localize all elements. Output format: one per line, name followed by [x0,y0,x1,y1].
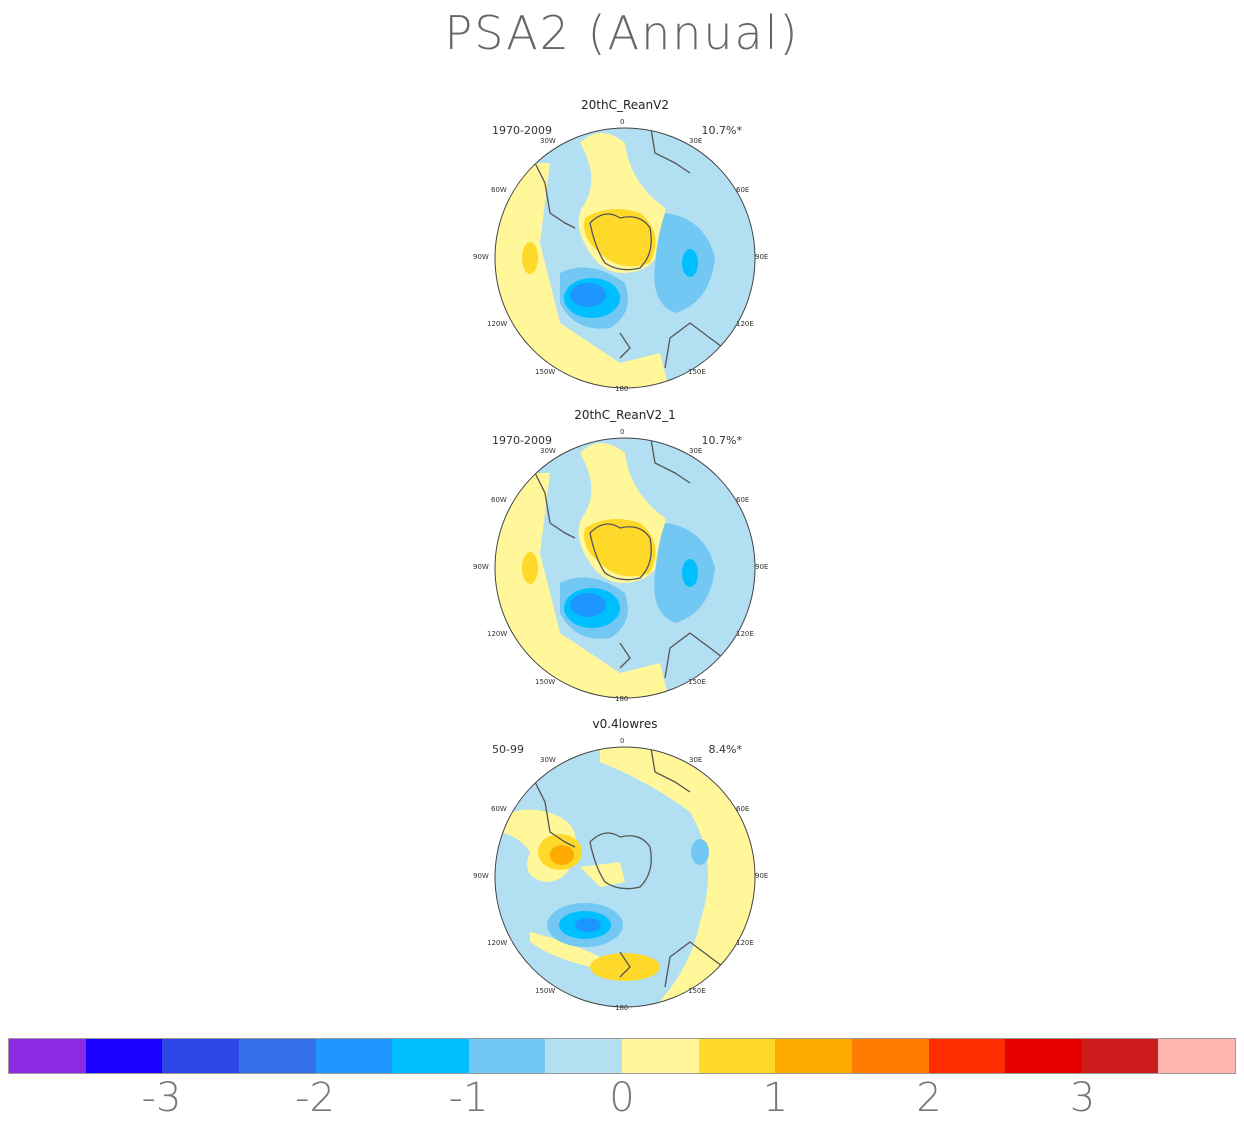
negative-core [570,593,606,617]
lon-label: 120E [736,320,754,328]
panel-title: v0.4lowres [592,717,658,731]
lon-label: 150E [688,987,706,995]
map-boundary [494,746,756,1008]
positive-anomaly-region [580,862,625,887]
colorbar-swatch [1158,1039,1235,1073]
polar-map [494,746,756,1008]
lon-label: 90E [755,253,769,261]
negative-core [691,839,709,865]
colorbar-swatch [392,1039,469,1073]
colorbar-swatch [9,1039,86,1073]
positive-core [522,552,538,584]
colorbar-swatch [1081,1039,1159,1073]
lon-label: 0 [620,428,625,436]
colorbar-tick-label: 0 [609,1075,635,1121]
lon-label: 60W [491,186,507,194]
lon-label: 180 [615,385,629,393]
colorbar-tick-label: -2 [295,1075,335,1121]
panel-title: 20thC_ReanV2_1 [574,408,676,422]
lon-label: 150E [688,368,706,376]
colorbar-tick-label: -3 [141,1075,182,1121]
positive-anomaly-region [495,473,670,698]
negative-core [570,283,606,307]
colorbar-swatch [1005,1039,1082,1073]
colorbar-swatch [545,1039,622,1073]
lon-label: 90W [473,563,489,571]
lon-label: 60W [491,805,507,813]
lon-label: 30E [689,447,703,455]
lon-label: 0 [620,118,625,126]
colorbar-swatch [775,1039,852,1073]
lon-label: 60E [736,186,750,194]
lon-label: 30W [540,137,556,145]
variance-percent: 10.7%* [701,434,742,447]
lon-label: 120W [487,630,508,638]
map-boundary [494,127,756,389]
lon-label: 60E [736,805,750,813]
panel-title: 20thC_ReanV2 [581,98,669,112]
map-boundary [494,437,756,699]
colorbar-tick-label: 2 [916,1075,942,1121]
lon-label: 60W [491,496,507,504]
positive-core [522,242,538,274]
lon-label: 120W [487,320,508,328]
colorbar [8,1038,1236,1074]
colorbar-swatch [162,1039,239,1073]
map-panel-3: v0.4lowres 50-99 8.4%* 0 30W 30E 60W 60E… [470,717,780,1017]
lon-label: 180 [615,695,629,703]
negative-core [575,918,601,932]
lon-label: 150W [535,987,556,995]
lon-label: 60E [736,496,750,504]
colorbar-tick-label: 1 [762,1075,789,1121]
lon-label: 120E [736,630,754,638]
negative-core [682,249,698,277]
lon-label: 30E [689,756,703,764]
lon-label: 30W [540,756,556,764]
lon-label: 30E [689,137,703,145]
lon-label: 30W [540,447,556,455]
colorbar-tick-label: -1 [448,1075,489,1121]
variance-percent: 10.7%* [701,124,742,137]
colorbar-tick-label: 3 [1069,1075,1096,1121]
lon-label: 180 [615,1004,629,1012]
period-label: 1970-2009 [492,124,552,137]
lon-label: 90W [473,872,489,880]
positive-anomaly-region [530,932,600,967]
lon-label: 150W [535,368,556,376]
colorbar-swatch [315,1039,393,1073]
lon-label: 150W [535,678,556,686]
colorbar-swatch [85,1039,163,1073]
colorbar-swatch [928,1039,1006,1073]
period-label: 50-99 [492,743,524,756]
period-label: 1970-2009 [492,434,552,447]
negative-core [682,559,698,587]
polar-map [494,127,756,389]
lon-label: 120E [736,939,754,947]
positive-anomaly-region [600,747,755,1007]
colorbar-swatch [698,1039,776,1073]
coastline [534,747,731,988]
lon-label: 0 [620,737,625,745]
lon-label: 150E [688,678,706,686]
lon-label: 90W [473,253,489,261]
positive-core [584,519,656,577]
lon-label: 90E [755,563,769,571]
colorbar-swatch [851,1039,929,1073]
figure-title: PSA2 (Annual) [444,6,800,60]
positive-anomaly-region [495,163,670,388]
positive-core [590,953,660,981]
polar-map [494,437,756,699]
lon-label: 120W [487,939,508,947]
positive-core [550,845,574,865]
colorbar-swatch [238,1039,316,1073]
lon-label: 90E [755,872,769,880]
map-panel-2: 20thC_ReanV2_1 1970-2009 10.7%* 0 30W 30… [470,408,780,708]
colorbar-swatch [622,1039,699,1073]
positive-core [584,209,656,267]
colorbar-swatch [468,1039,546,1073]
coastline [534,128,731,369]
map-panel-1: 20thC_ReanV2 1970-2009 10.7%* 0 30W 30E … [470,98,780,398]
coastline [534,438,731,679]
variance-percent: 8.4%* [708,743,742,756]
